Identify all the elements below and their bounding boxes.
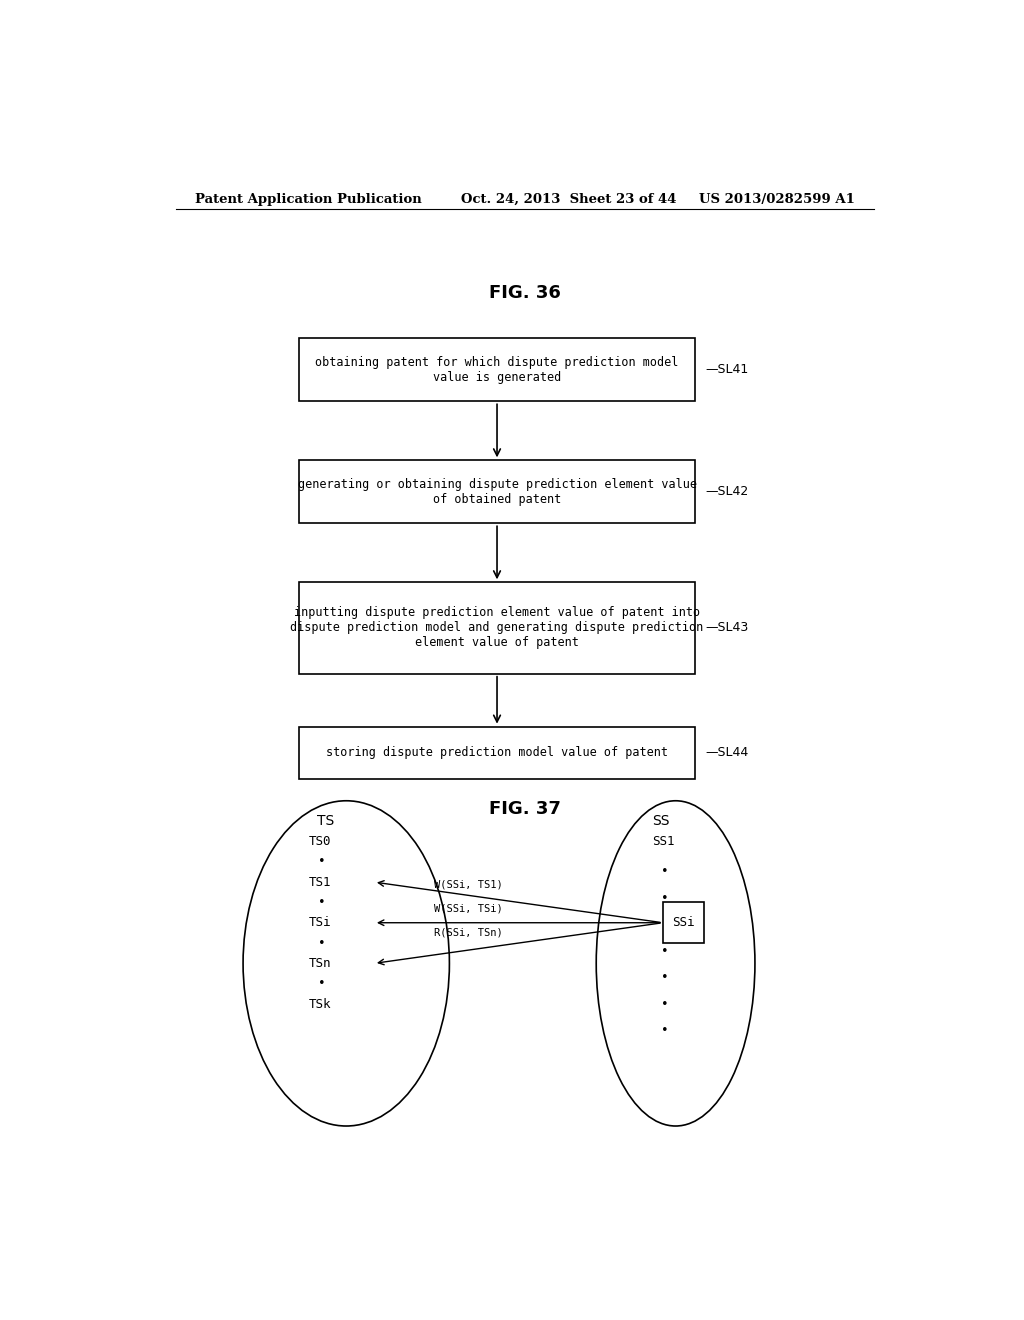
Text: •: • xyxy=(662,1024,669,1038)
Text: •: • xyxy=(662,972,669,985)
Ellipse shape xyxy=(596,801,755,1126)
Text: W(SSi, TS1): W(SSi, TS1) xyxy=(433,879,503,890)
Text: Patent Application Publication: Patent Application Publication xyxy=(196,193,422,206)
Text: Oct. 24, 2013  Sheet 23 of 44: Oct. 24, 2013 Sheet 23 of 44 xyxy=(461,193,677,206)
Text: TS: TS xyxy=(316,814,334,828)
Text: inputting dispute prediction element value of patent into
dispute prediction mod: inputting dispute prediction element val… xyxy=(291,606,703,649)
Text: W(SSi, TSi): W(SSi, TSi) xyxy=(433,903,503,913)
Ellipse shape xyxy=(243,801,450,1126)
Text: •: • xyxy=(662,945,669,958)
Text: TS1: TS1 xyxy=(309,875,332,888)
Text: TSn: TSn xyxy=(309,957,332,970)
Text: US 2013/0282599 A1: US 2013/0282599 A1 xyxy=(699,193,855,206)
Text: generating or obtaining dispute prediction element value
of obtained patent: generating or obtaining dispute predicti… xyxy=(298,478,696,506)
Text: —SL43: —SL43 xyxy=(705,622,749,635)
Text: •: • xyxy=(662,866,669,878)
FancyBboxPatch shape xyxy=(663,903,705,942)
Text: TSk: TSk xyxy=(309,998,332,1011)
Text: •: • xyxy=(318,896,326,909)
Text: •: • xyxy=(662,892,669,904)
Text: —SL42: —SL42 xyxy=(705,486,749,498)
FancyBboxPatch shape xyxy=(299,582,695,673)
FancyBboxPatch shape xyxy=(299,461,695,523)
Text: R(SSi, TSn): R(SSi, TSn) xyxy=(433,928,503,939)
Text: —SL41: —SL41 xyxy=(705,363,749,376)
Text: SS1: SS1 xyxy=(652,836,674,847)
Text: SS: SS xyxy=(652,814,670,828)
Text: obtaining patent for which dispute prediction model
value is generated: obtaining patent for which dispute predi… xyxy=(315,356,679,384)
Text: —SL44: —SL44 xyxy=(705,747,749,759)
Text: •: • xyxy=(318,937,326,949)
Text: TS0: TS0 xyxy=(309,836,332,847)
FancyBboxPatch shape xyxy=(299,338,695,401)
Text: SSi: SSi xyxy=(673,916,694,929)
FancyBboxPatch shape xyxy=(299,726,695,779)
Text: FIG. 36: FIG. 36 xyxy=(488,284,561,301)
Text: •: • xyxy=(318,855,326,869)
Text: storing dispute prediction model value of patent: storing dispute prediction model value o… xyxy=(326,747,668,759)
Text: •: • xyxy=(662,919,669,932)
Text: FIG. 37: FIG. 37 xyxy=(488,800,561,818)
Text: TSi: TSi xyxy=(309,916,332,929)
Text: •: • xyxy=(318,977,326,990)
Text: •: • xyxy=(662,998,669,1011)
